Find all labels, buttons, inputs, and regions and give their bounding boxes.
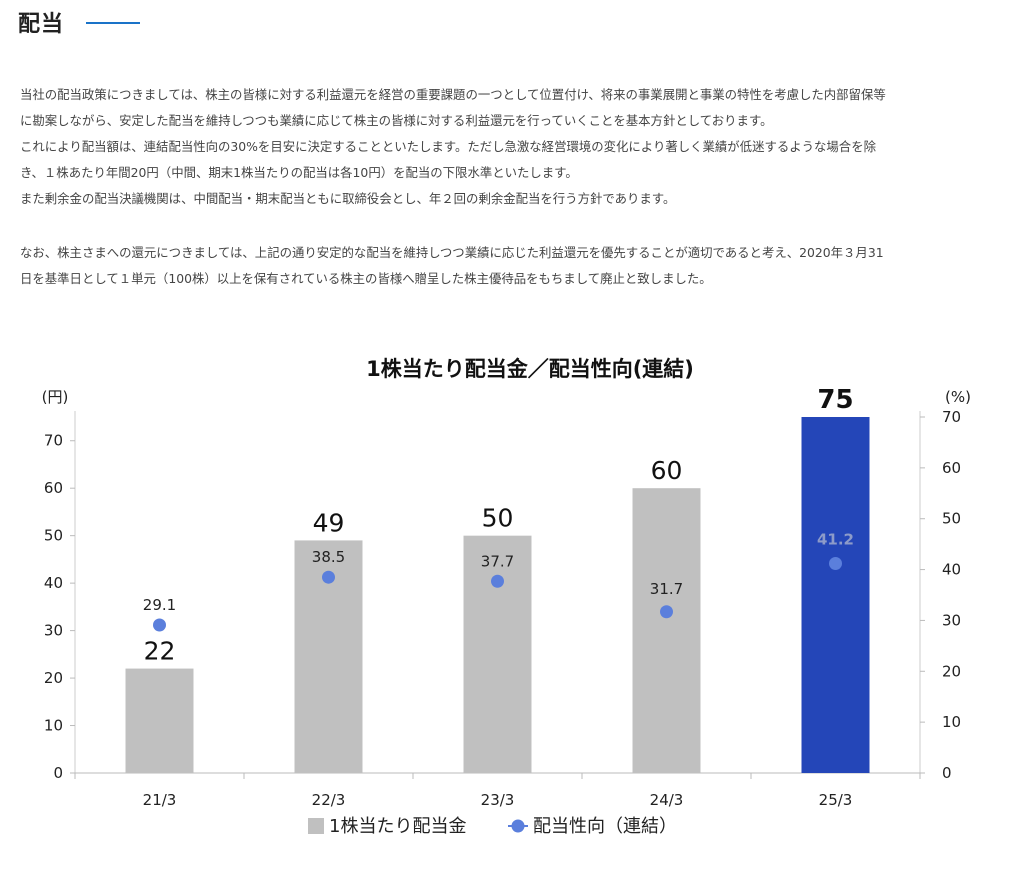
- heading-accent-rule: [86, 22, 141, 24]
- note-line: 日を基準日として１単元（100株）以上を保有されている株主の皆様へ贈呈した株主優…: [20, 271, 712, 286]
- dividend-chart: 1株当たり配当金／配当性向(連結) (円) (%) 0 10 20 30 40 50 60 70 0 1…: [42, 357, 971, 837]
- payout-ratio-label: 31.7: [650, 580, 683, 598]
- payout-ratio-label: 38.5: [312, 548, 345, 566]
- right-tick-label: 70: [942, 408, 961, 426]
- chart-title: 1株当たり配当金／配当性向(連結): [366, 357, 694, 381]
- payout-ratio-point: [491, 574, 504, 588]
- category-label: 22/3: [312, 791, 346, 809]
- dividend-bar: [125, 668, 194, 773]
- payout-ratio-label: 37.7: [481, 552, 514, 570]
- dividend-value-label: 60: [651, 456, 683, 485]
- right-tick-label: 0: [942, 764, 952, 782]
- left-tick-label: 0: [53, 764, 63, 782]
- legend-marker-payout: [511, 819, 525, 833]
- right-tick-label: 10: [942, 713, 961, 731]
- dividend-value-label: 75: [817, 385, 853, 415]
- payout-ratio-point: [660, 605, 673, 619]
- legend-label-dividend: 1株当たり配当金: [329, 816, 466, 837]
- dividend-policy-text: 当社の配当政策につきましては、株主の皆様に対する利益還元を経営の重要課題の一つと…: [20, 82, 1005, 212]
- policy-line: また剰余金の配当決議機関は、中間配当・期末配当ともに取締役会とし、年２回の剰余金…: [20, 191, 676, 206]
- section-heading: 配当: [18, 6, 141, 38]
- policy-line: き、１株あたり年間20円（中間、期末1株当たりの配当は各10円）を配当の下限水準…: [20, 165, 578, 180]
- dividend-value-label: 50: [482, 504, 514, 533]
- dividend-bar: [463, 535, 532, 773]
- note-line: なお、株主さまへの還元につきましては、上記の通り安定的な配当を維持しつつ業績に応…: [20, 245, 884, 260]
- section-title: 配当: [18, 12, 65, 37]
- left-tick-label: 70: [44, 432, 63, 450]
- policy-line: これにより配当額は、連結配当性向の30%を目安に決定することといたします。ただし…: [20, 139, 876, 154]
- payout-ratio-label: 29.1: [143, 596, 176, 614]
- payout-ratio-point: [153, 618, 166, 632]
- category-label: 25/3: [819, 791, 853, 809]
- left-tick-label: 60: [44, 479, 63, 497]
- right-tick-label: 30: [942, 611, 961, 629]
- legend-swatch-dividend: [308, 818, 324, 834]
- category-label: 23/3: [481, 791, 515, 809]
- dividend-value-label: 22: [144, 637, 176, 666]
- shareholder-benefit-note: なお、株主さまへの還元につきましては、上記の通り安定的な配当を維持しつつ業績に応…: [20, 240, 1005, 292]
- right-tick-label: 20: [942, 662, 961, 680]
- left-tick-label: 40: [44, 574, 63, 592]
- right-tick-label: 50: [942, 510, 961, 528]
- right-tick-label: 60: [942, 459, 961, 477]
- payout-ratio-point: [322, 570, 335, 584]
- policy-line: 当社の配当政策につきましては、株主の皆様に対する利益還元を経営の重要課題の一つと…: [20, 87, 886, 102]
- legend-label-payout: 配当性向（連結）: [533, 816, 677, 837]
- dividend-bar: [632, 488, 701, 773]
- dividend-value-label: 49: [313, 508, 345, 537]
- category-label: 24/3: [650, 791, 684, 809]
- payout-ratio-point: [829, 556, 842, 570]
- left-tick-label: 50: [44, 527, 63, 545]
- right-tick-label: 40: [942, 561, 961, 579]
- dividend-bar: [801, 417, 870, 773]
- category-label: 21/3: [143, 791, 177, 809]
- left-axis-unit: (円): [42, 388, 69, 406]
- policy-line: に勘案しながら、安定した配当を維持しつつも業績に応じて株主の皆様に対する利益還元…: [20, 113, 773, 128]
- left-tick-label: 10: [44, 717, 63, 735]
- left-tick-label: 30: [44, 622, 63, 640]
- payout-ratio-label: 41.2: [817, 530, 854, 548]
- right-axis-unit: (%): [945, 388, 971, 406]
- left-tick-label: 20: [44, 669, 63, 687]
